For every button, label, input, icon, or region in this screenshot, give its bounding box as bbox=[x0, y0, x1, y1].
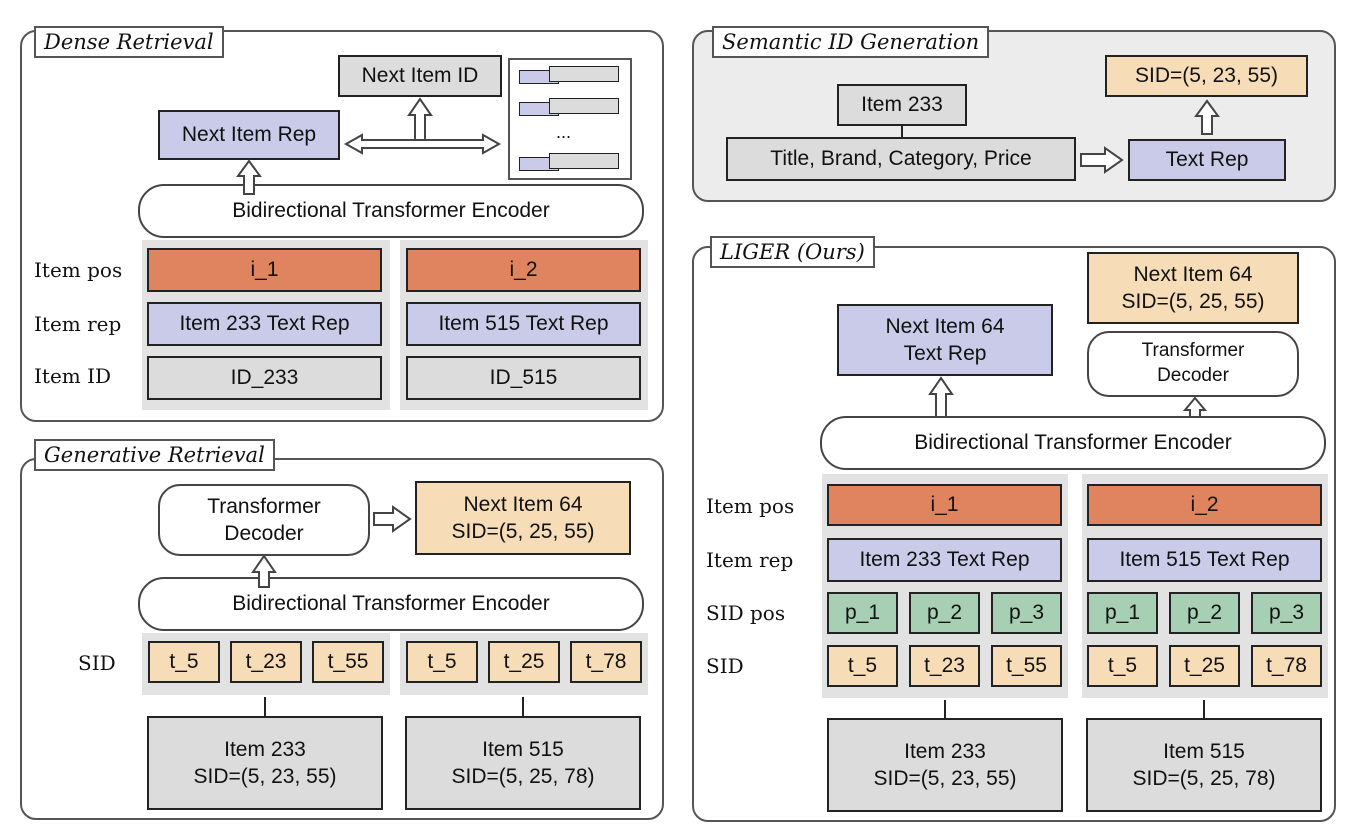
generative-up-arrow-icon bbox=[251, 554, 277, 588]
generative-decoder-line1: Transformer bbox=[207, 494, 321, 518]
liger-next-item-sid-line2: SID=(5, 25, 55) bbox=[1121, 290, 1265, 313]
generative-decoder-line2: Decoder bbox=[224, 522, 304, 545]
liger-item-rep-1: Item 233 Text Rep bbox=[827, 538, 1062, 582]
liger-next-item-text-rep: Next Item 64 Text Rep bbox=[837, 304, 1053, 376]
liger-sid-pos-2-2: p_2 bbox=[1169, 592, 1240, 634]
semantic-sid-box: SID=(5, 23, 55) bbox=[1105, 55, 1308, 97]
generative-group2-token-2: t_25 bbox=[488, 641, 560, 683]
liger-item-515: Item 515 SID=(5, 25, 78) bbox=[1086, 718, 1322, 812]
liger-decoder-up-arrow-icon bbox=[1182, 396, 1208, 418]
liger-sid-1-3: t_55 bbox=[991, 645, 1062, 687]
semantic-id-title: Semantic ID Generation bbox=[712, 26, 990, 58]
liger-sid-2-3: t_78 bbox=[1251, 645, 1322, 687]
generative-item-233-line1: Item 233 bbox=[224, 737, 306, 761]
dense-double-arrow-icon bbox=[343, 133, 502, 155]
liger-sid-1-1: t_5 bbox=[827, 645, 898, 687]
dense-id-up-arrow-icon bbox=[407, 97, 433, 141]
liger-decoder-line1: Transformer bbox=[1141, 340, 1245, 362]
dense-item-rep-1: Item 233 Text Rep bbox=[147, 302, 382, 346]
dense-table-ellipsis: ... bbox=[556, 122, 572, 142]
semantic-up-arrow-icon bbox=[1194, 99, 1220, 135]
dense-item-pos-1: i_1 bbox=[147, 248, 382, 292]
dense-table-row-3-right bbox=[549, 153, 619, 169]
liger-item-515-line2: SID=(5, 25, 78) bbox=[1132, 767, 1276, 790]
dense-up-arrow-icon bbox=[236, 159, 262, 195]
dense-next-item-rep: Next Item Rep bbox=[158, 110, 340, 160]
liger-rep-up-arrow-icon bbox=[928, 376, 954, 418]
dense-next-item-id: Next Item ID bbox=[338, 55, 502, 97]
dense-item-pos-2: i_2 bbox=[406, 248, 641, 292]
liger-next-item-rep-line1: Next Item 64 bbox=[885, 314, 1005, 338]
liger-item-pos-2: i_2 bbox=[1087, 484, 1322, 526]
dense-label-item-id: Item ID bbox=[34, 364, 112, 388]
liger-label-item-rep: Item rep bbox=[706, 548, 794, 572]
generative-next-item: Next Item 64 SID=(5, 25, 55) bbox=[415, 481, 631, 555]
generative-next-item-line1: Next Item 64 bbox=[463, 492, 583, 516]
dense-item-rep-2: Item 515 Text Rep bbox=[406, 302, 641, 346]
dense-table-row-2-right bbox=[549, 98, 619, 114]
liger-sid-2-2: t_25 bbox=[1169, 645, 1240, 687]
liger-sid-pos-1-2: p_2 bbox=[909, 592, 980, 634]
liger-sid-pos-2-3: p_3 bbox=[1251, 592, 1322, 634]
liger-sid-1-2: t_23 bbox=[909, 645, 980, 687]
dense-table-row-1-right bbox=[549, 66, 619, 82]
liger-label-sid: SID bbox=[706, 654, 744, 678]
dense-item-id-1: ID_233 bbox=[147, 356, 382, 400]
generative-encoder: Bidirectional Transformer Encoder bbox=[138, 577, 644, 631]
semantic-attributes-box: Title, Brand, Category, Price bbox=[726, 137, 1076, 181]
liger-next-item-rep-line2: Text Rep bbox=[903, 342, 987, 365]
liger-next-item-sid: Next Item 64 SID=(5, 25, 55) bbox=[1087, 252, 1299, 324]
generative-item-515-line1: Item 515 bbox=[482, 737, 564, 761]
semantic-item-box: Item 233 bbox=[837, 84, 967, 126]
generative-sid-label: SID bbox=[78, 651, 116, 675]
liger-sid-2-1: t_5 bbox=[1087, 645, 1158, 687]
liger-decoder-line2: Decoder bbox=[1157, 365, 1229, 386]
generative-retrieval-title: Generative Retrieval bbox=[34, 439, 275, 471]
generative-decoder: Transformer Decoder bbox=[158, 484, 370, 556]
dense-encoder: Bidirectional Transformer Encoder bbox=[138, 184, 644, 238]
generative-right-arrow-icon bbox=[373, 505, 412, 533]
liger-sid-pos-1-3: p_3 bbox=[991, 592, 1062, 634]
dense-item-id-2: ID_515 bbox=[406, 356, 641, 400]
generative-item-515: Item 515 SID=(5, 25, 78) bbox=[405, 716, 641, 810]
liger-item-233-line2: SID=(5, 23, 55) bbox=[873, 767, 1017, 790]
generative-group2-token-3: t_78 bbox=[570, 641, 642, 683]
dense-label-item-rep: Item rep bbox=[34, 312, 122, 336]
generative-group2-token-1: t_5 bbox=[406, 641, 478, 683]
liger-sid-pos-2-1: p_1 bbox=[1087, 592, 1158, 634]
liger-sid-pos-1-1: p_1 bbox=[827, 592, 898, 634]
generative-group1-token-2: t_23 bbox=[230, 641, 302, 683]
semantic-right-arrow-icon bbox=[1080, 146, 1124, 174]
semantic-text-rep-box: Text Rep bbox=[1128, 139, 1286, 181]
dense-retrieval-title: Dense Retrieval bbox=[34, 26, 224, 58]
liger-item-233: Item 233 SID=(5, 23, 55) bbox=[827, 718, 1063, 812]
liger-label-sid-pos: SID pos bbox=[706, 601, 786, 625]
liger-title: LIGER (Ours) bbox=[710, 236, 875, 268]
generative-item-233-line2: SID=(5, 23, 55) bbox=[193, 765, 337, 788]
liger-item-rep-2: Item 515 Text Rep bbox=[1087, 538, 1322, 582]
dense-label-item-pos: Item pos bbox=[34, 258, 123, 282]
liger-next-item-sid-line1: Next Item 64 bbox=[1133, 262, 1253, 286]
liger-decoder: Transformer Decoder bbox=[1087, 331, 1299, 397]
generative-group1-token-1: t_5 bbox=[148, 641, 220, 683]
generative-item-515-line2: SID=(5, 25, 78) bbox=[451, 765, 595, 788]
liger-item-pos-1: i_1 bbox=[827, 484, 1062, 526]
liger-encoder: Bidirectional Transformer Encoder bbox=[820, 416, 1326, 470]
generative-item-233: Item 233 SID=(5, 23, 55) bbox=[147, 716, 383, 810]
liger-label-item-pos: Item pos bbox=[706, 494, 795, 518]
liger-item-233-line1: Item 233 bbox=[904, 739, 986, 763]
liger-item-515-line1: Item 515 bbox=[1163, 739, 1245, 763]
generative-group1-token-3: t_55 bbox=[312, 641, 384, 683]
generative-next-item-line2: SID=(5, 25, 55) bbox=[451, 520, 595, 543]
